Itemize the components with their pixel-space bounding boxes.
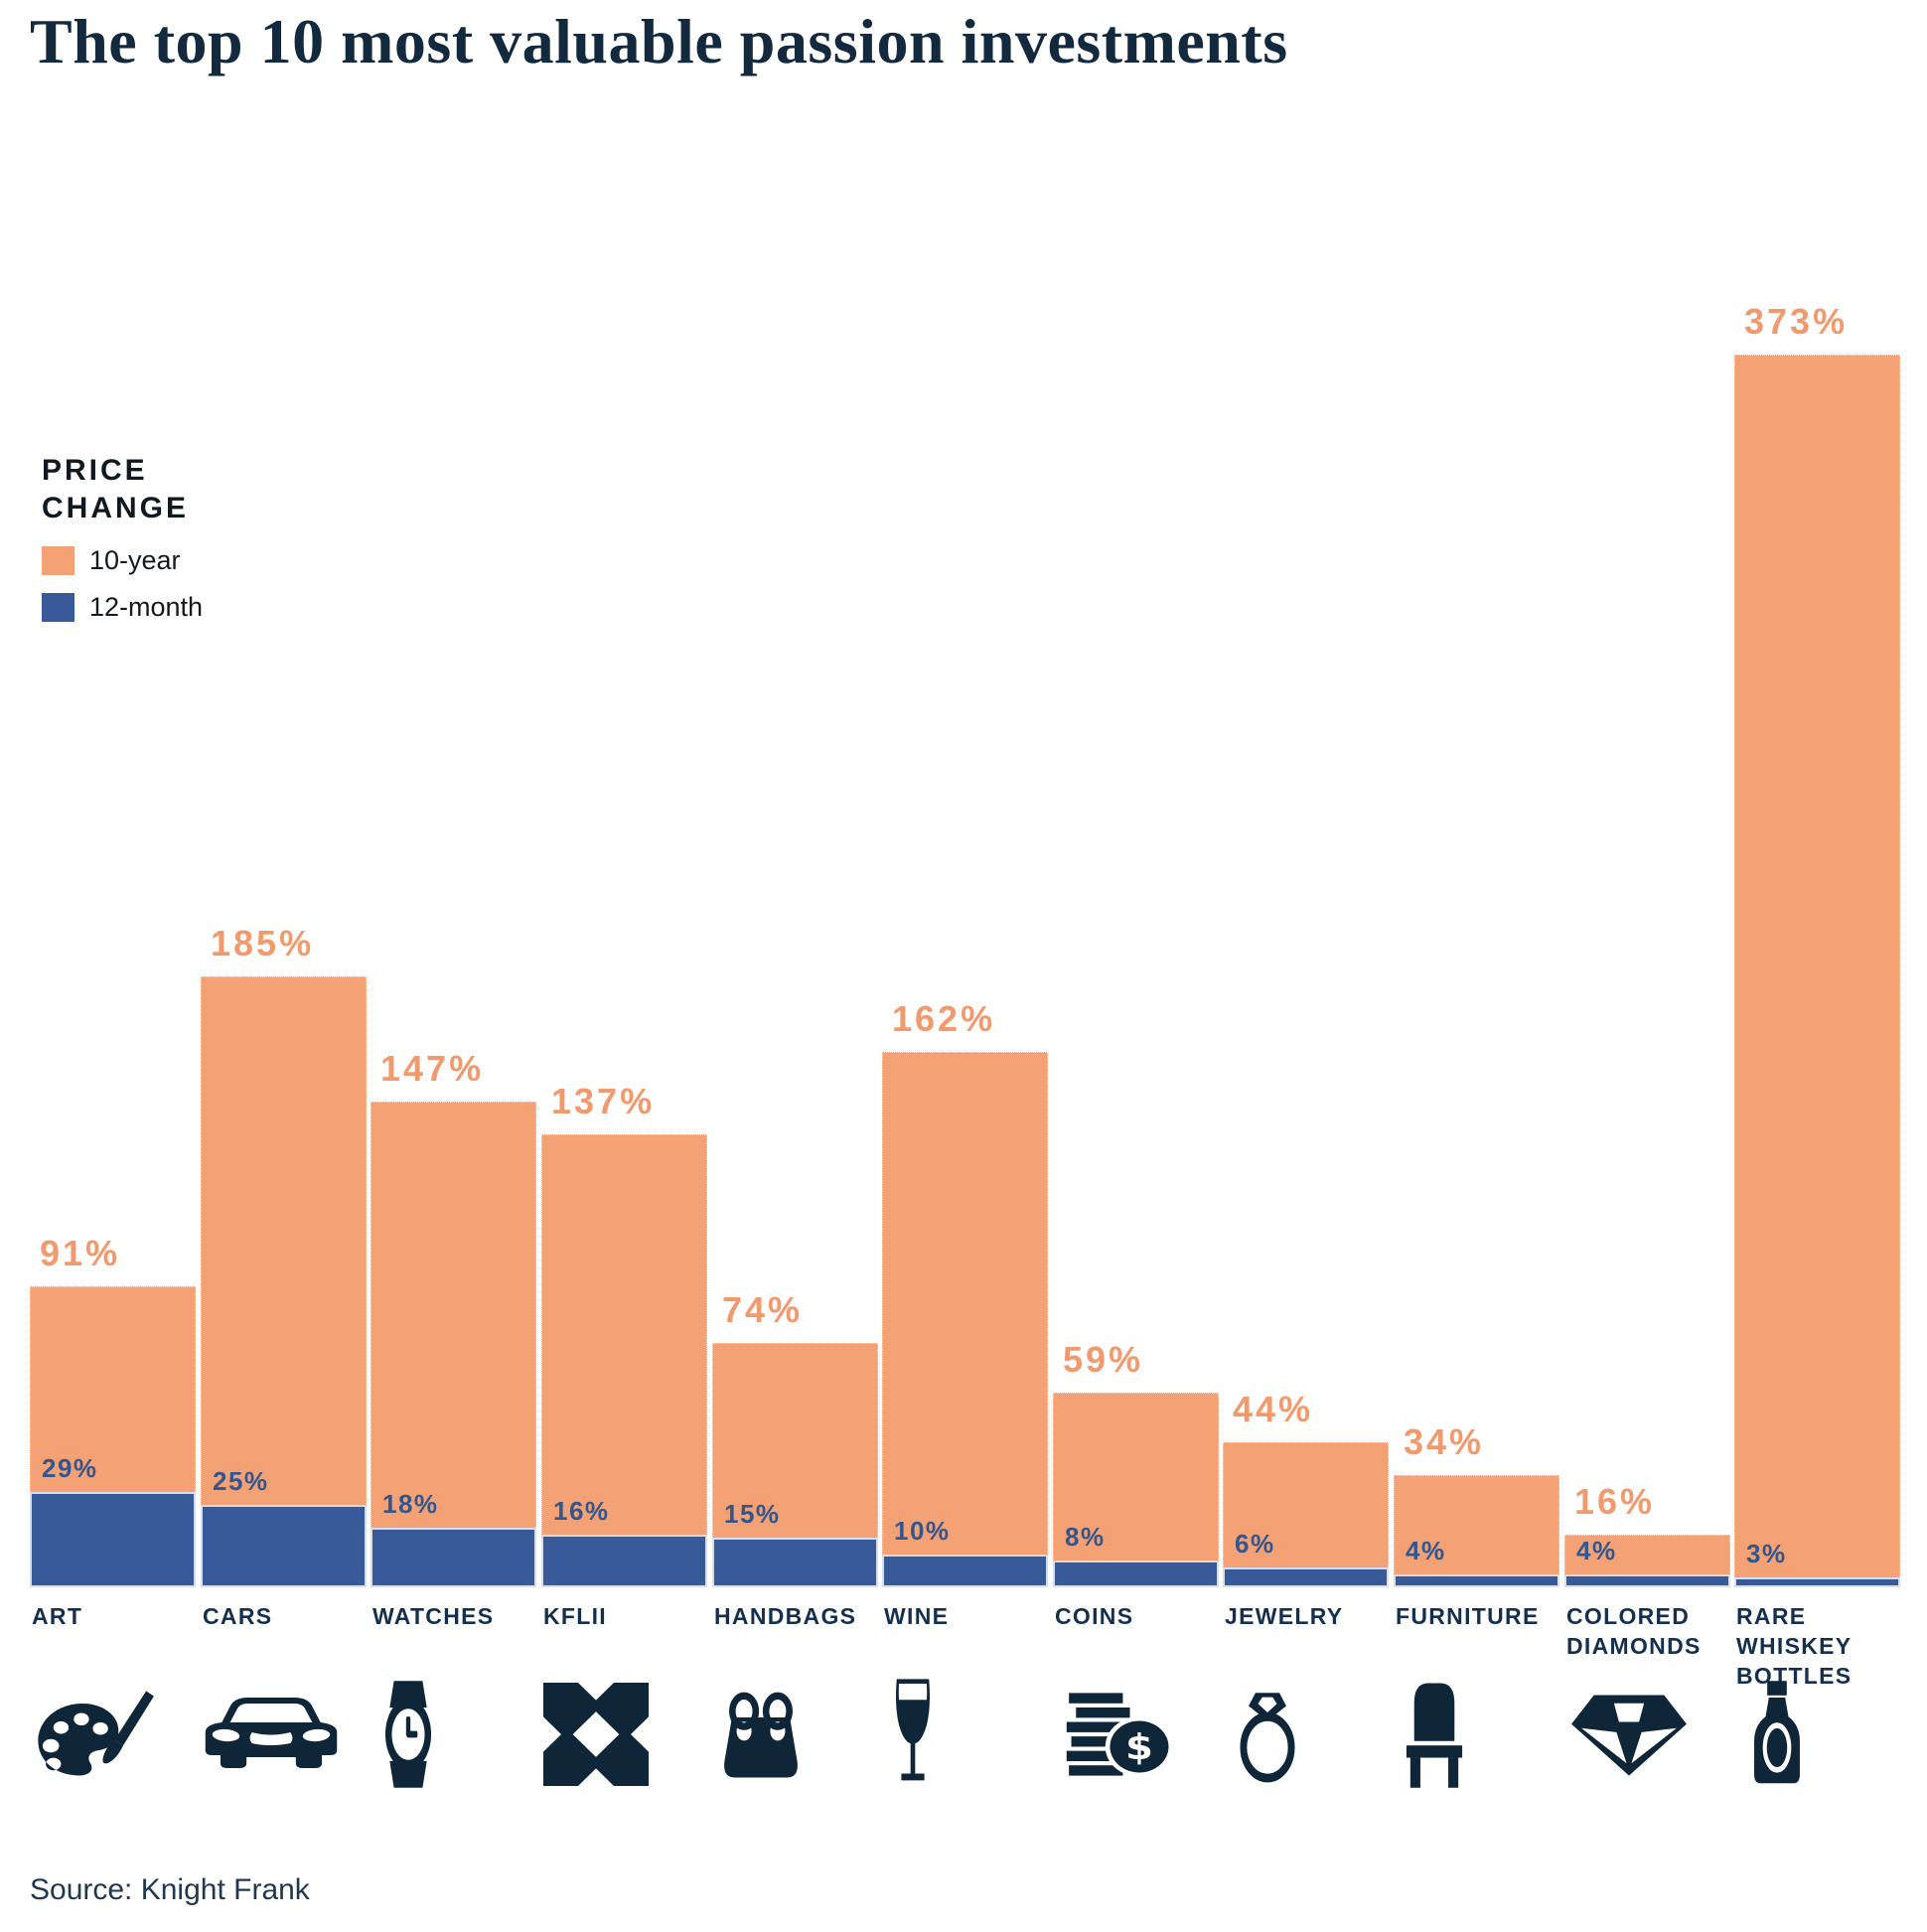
legend-item-12-month: 12-month xyxy=(42,592,203,623)
bar-10-year-wine xyxy=(882,1052,1048,1587)
value-label-12-month-coins: 8% xyxy=(1065,1522,1106,1552)
value-label-12-month-art: 29% xyxy=(42,1453,98,1483)
bar-12-month-cars xyxy=(201,1505,367,1587)
value-label-10-year-jewelry: 44% xyxy=(1233,1389,1314,1429)
svg-text:$: $ xyxy=(1125,1726,1153,1767)
value-label-12-month-watches: 18% xyxy=(382,1489,439,1519)
value-label-12-month-handbags: 15% xyxy=(724,1499,781,1529)
kflii-icon xyxy=(543,1683,649,1786)
chair-icon xyxy=(1396,1679,1473,1790)
value-label-10-year-watches: 147% xyxy=(380,1048,485,1089)
value-label-10-year-rare-whiskey-bottles: 373% xyxy=(1744,301,1849,342)
value-label-12-month-furniture: 4% xyxy=(1406,1536,1446,1565)
handbag-icon xyxy=(714,1682,808,1787)
value-label-10-year-cars: 185% xyxy=(211,923,315,964)
value-label-12-month-kflii: 16% xyxy=(553,1496,610,1526)
value-label-12-month-jewelry: 6% xyxy=(1235,1529,1275,1559)
bar-12-month-colored-diamonds xyxy=(1564,1574,1730,1587)
legend-swatch-12-month xyxy=(42,593,74,622)
legend-label-12-month: 12-month xyxy=(89,592,204,622)
bar-10-year-kflii xyxy=(541,1134,707,1587)
category-label-art: ART xyxy=(32,1603,83,1629)
wine-glass-icon xyxy=(884,1677,942,1792)
bar-12-month-furniture xyxy=(1394,1574,1559,1587)
diamond-icon xyxy=(1566,1683,1692,1786)
value-label-10-year-colored-diamonds: 16% xyxy=(1574,1481,1656,1522)
category-label-cars: CARS xyxy=(203,1603,273,1629)
car-icon xyxy=(203,1685,340,1784)
bar-10-year-coins xyxy=(1053,1393,1219,1587)
page-title: The top 10 most valuable passion investm… xyxy=(30,6,1288,76)
watch-icon xyxy=(372,1679,444,1790)
value-label-12-month-wine: 10% xyxy=(894,1516,951,1546)
palette-icon xyxy=(32,1683,159,1787)
value-label-10-year-handbags: 74% xyxy=(722,1289,804,1330)
ring-icon xyxy=(1225,1680,1310,1789)
legend-title: PRICE CHANGE xyxy=(42,454,190,524)
category-label-wine: WINE xyxy=(884,1603,950,1629)
legend-label-10-year: 10-year xyxy=(89,545,181,575)
bar-12-month-watches xyxy=(371,1528,536,1587)
category-label-rare-whiskey-bottles: RARE WHISKEY BOTTLES xyxy=(1736,1603,1853,1689)
bar-10-year-watches xyxy=(371,1102,536,1587)
category-label-watches: WATCHES xyxy=(372,1603,495,1629)
bar-10-year-rare-whiskey-bottles xyxy=(1734,355,1900,1587)
category-label-furniture: FURNITURE xyxy=(1396,1603,1540,1629)
bar-12-month-art xyxy=(30,1492,196,1587)
whiskey-bottle-icon xyxy=(1736,1679,1818,1790)
value-label-10-year-art: 91% xyxy=(40,1233,121,1273)
bar-12-month-jewelry xyxy=(1223,1567,1389,1587)
category-label-kflii: KFLII xyxy=(543,1603,607,1629)
category-label-colored-diamonds: COLORED DIAMONDS xyxy=(1566,1603,1702,1659)
bar-10-year-furniture xyxy=(1394,1475,1559,1587)
value-label-12-month-cars: 25% xyxy=(213,1466,269,1496)
category-label-handbags: HANDBAGS xyxy=(714,1603,857,1629)
bar-10-year-cars xyxy=(201,976,367,1587)
legend: PRICE CHANGE 10-year 12-month xyxy=(42,452,203,639)
legend-item-10-year: 10-year xyxy=(42,545,203,576)
bar-12-month-coins xyxy=(1053,1560,1219,1587)
bar-10-year-jewelry xyxy=(1223,1442,1389,1587)
value-label-10-year-wine: 162% xyxy=(892,998,996,1039)
source-note: Source: Knight Frank xyxy=(30,1873,310,1906)
bar-12-month-wine xyxy=(882,1555,1048,1587)
category-label-coins: COINS xyxy=(1055,1603,1134,1629)
value-label-10-year-kflii: 137% xyxy=(551,1081,656,1121)
bar-12-month-kflii xyxy=(541,1535,707,1587)
bar-12-month-handbags xyxy=(712,1538,878,1587)
category-label-jewelry: JEWELRY xyxy=(1225,1603,1344,1629)
value-label-12-month-colored-diamonds: 4% xyxy=(1576,1536,1617,1565)
value-label-10-year-furniture: 34% xyxy=(1404,1421,1485,1462)
legend-swatch-10-year xyxy=(42,546,74,575)
bar-12-month-rare-whiskey-bottles xyxy=(1734,1577,1900,1587)
coins-icon: $ xyxy=(1055,1683,1172,1786)
value-label-10-year-coins: 59% xyxy=(1063,1339,1144,1380)
value-label-12-month-rare-whiskey-bottles: 3% xyxy=(1746,1539,1787,1568)
